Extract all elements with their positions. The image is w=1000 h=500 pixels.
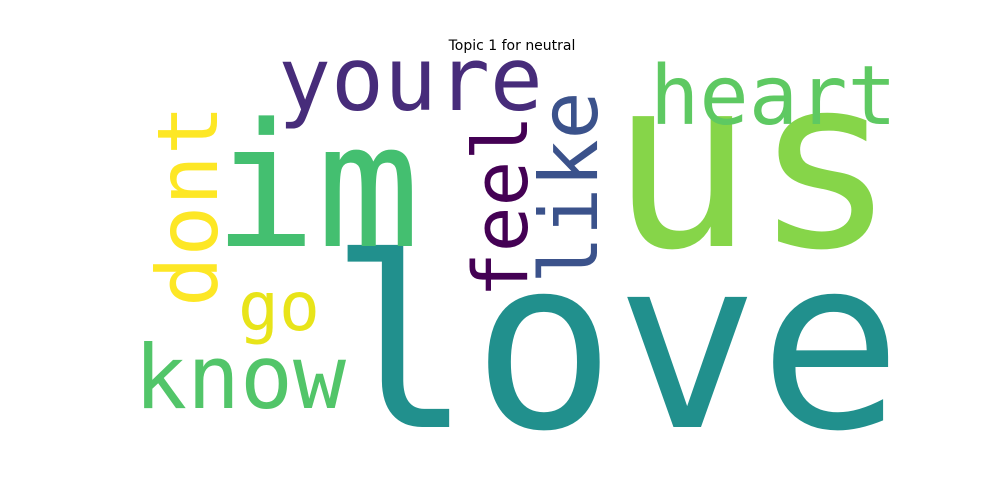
figure-title: Topic 1 for neutral bbox=[448, 38, 576, 54]
word-feel: feel bbox=[456, 115, 545, 298]
word-like: like bbox=[523, 91, 616, 284]
word-know: know bbox=[134, 326, 346, 429]
word-love: love bbox=[329, 207, 902, 484]
word-go: go bbox=[238, 268, 320, 347]
word-us: us bbox=[610, 26, 897, 303]
word-heart: heart bbox=[650, 49, 897, 144]
word-im: im bbox=[213, 86, 420, 287]
word-dont: dont bbox=[139, 105, 237, 307]
word-youre: youre bbox=[278, 28, 543, 131]
